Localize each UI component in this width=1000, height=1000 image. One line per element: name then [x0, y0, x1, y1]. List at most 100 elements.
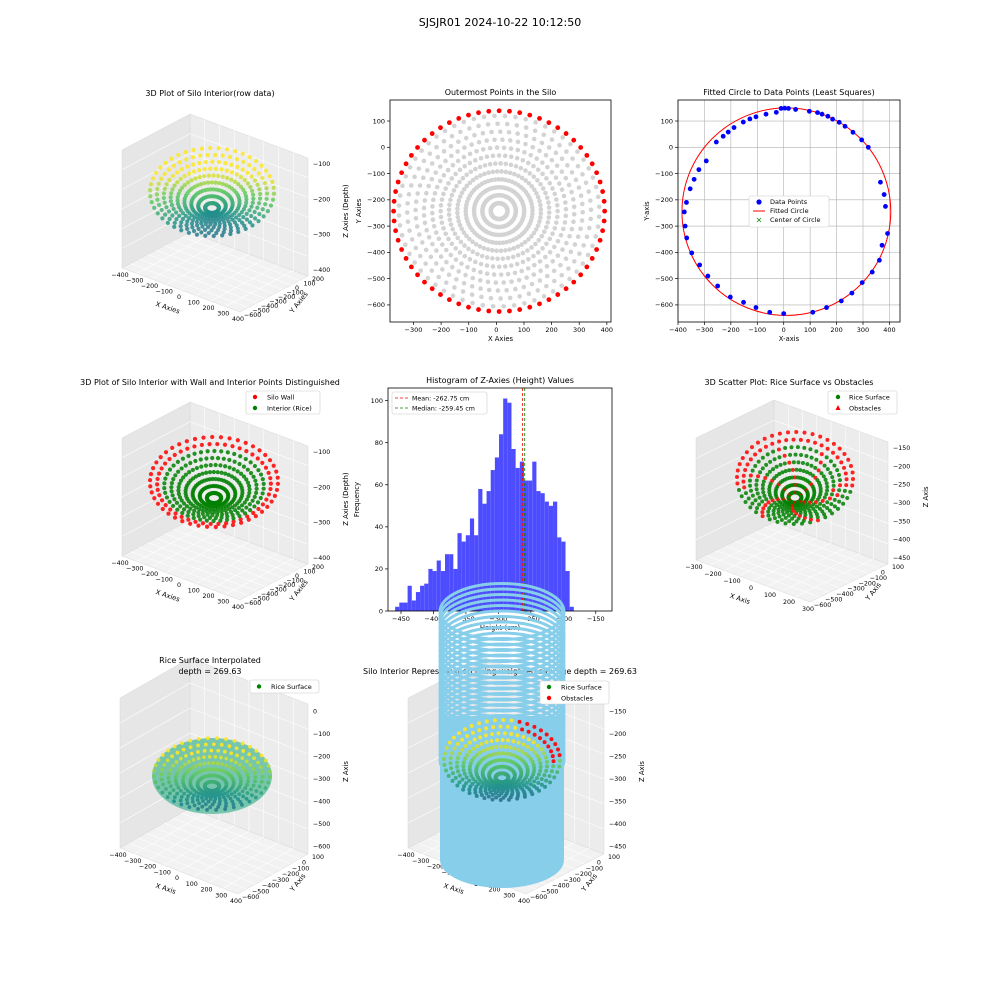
- interior-point: [526, 291, 532, 297]
- x-tick-label: 100: [518, 326, 530, 334]
- data-point: [221, 230, 226, 235]
- data-point: [241, 215, 246, 220]
- z-axis-label: Z Axis: [342, 761, 350, 782]
- data-point: [467, 767, 472, 772]
- data-point: [463, 743, 468, 748]
- data-point: [243, 456, 248, 462]
- data-point: [185, 164, 190, 169]
- interior-point: [560, 226, 566, 232]
- data-point: [457, 773, 462, 778]
- interior-point: [517, 294, 522, 299]
- interior-point: [522, 301, 527, 306]
- data-point: [805, 462, 810, 467]
- interior-point: [423, 261, 428, 266]
- data-point: [534, 776, 539, 781]
- data-point: [167, 216, 172, 222]
- data-point: [779, 517, 784, 522]
- outermost-point: [438, 292, 443, 297]
- interior-point: [456, 139, 461, 145]
- data-point: [197, 168, 202, 173]
- data-point: [538, 765, 543, 770]
- interior-point: [471, 267, 477, 273]
- data-point: [199, 464, 204, 469]
- data-point: [206, 767, 211, 772]
- data-point: [764, 497, 769, 502]
- data-point: [519, 771, 524, 776]
- data-point: [186, 453, 191, 459]
- y-tick-label: −300: [847, 586, 864, 593]
- x-axis-label: X-axis: [779, 335, 800, 343]
- data-point: [247, 163, 252, 168]
- x-tick-label: −400: [425, 615, 443, 623]
- data-point: [209, 180, 214, 185]
- data-point: [216, 805, 221, 809]
- interior-point: [544, 176, 549, 181]
- data-point: [737, 462, 742, 467]
- interior-point: [441, 226, 446, 231]
- data-point: [174, 170, 180, 175]
- data-point: [809, 455, 814, 460]
- data-point: [173, 511, 178, 516]
- interior-point: [515, 244, 521, 249]
- data-point: [160, 790, 165, 795]
- data-point: [247, 490, 252, 495]
- data-point: [791, 437, 796, 442]
- data-point: [229, 162, 234, 167]
- data-point: [825, 113, 831, 119]
- data-point: [210, 455, 215, 461]
- data-point: [225, 175, 230, 181]
- data-point: [544, 760, 549, 765]
- y-tick-label: −400: [367, 249, 385, 257]
- data-point: [825, 437, 830, 442]
- data-point: [243, 440, 248, 446]
- x-tick-label: −300: [126, 278, 143, 285]
- data-point: [210, 159, 215, 164]
- interior-point: [578, 226, 583, 232]
- data-point: [163, 212, 168, 217]
- data-point: [467, 740, 472, 745]
- data-point: [791, 521, 796, 526]
- grid-line: [164, 533, 283, 578]
- data-point: [464, 781, 469, 786]
- data-point: [773, 109, 779, 115]
- interior-point: [461, 186, 467, 192]
- data-point: [472, 755, 477, 760]
- data-point: [185, 180, 191, 185]
- interior-point: [457, 179, 462, 185]
- data-point: [705, 273, 711, 279]
- data-point: [191, 515, 196, 521]
- data-point: [798, 468, 803, 473]
- interior-point: [580, 201, 585, 207]
- interior-point: [581, 157, 586, 163]
- interior-point: [512, 171, 517, 177]
- data-point: [221, 456, 226, 461]
- data-point: [180, 741, 184, 746]
- data-point: [256, 506, 261, 512]
- data-point: [532, 750, 537, 755]
- data-point: [220, 174, 225, 179]
- interior-point: [536, 237, 542, 243]
- data-point: [206, 180, 211, 185]
- interior-point: [508, 162, 514, 168]
- interior-point: [462, 243, 467, 248]
- y-tick-label: 100: [304, 569, 316, 576]
- interior-point: [533, 227, 539, 232]
- data-point: [754, 478, 759, 483]
- interior-point: [507, 170, 513, 176]
- interior-point: [508, 154, 514, 160]
- y-tick-label: −100: [287, 578, 304, 585]
- data-point: [195, 794, 200, 799]
- interior-point: [557, 181, 562, 186]
- data-point: [444, 768, 449, 773]
- interior-point: [533, 241, 538, 247]
- data-point: [193, 519, 198, 524]
- interior-point: [473, 259, 478, 265]
- interior-point: [570, 197, 576, 202]
- interior-point: [532, 187, 537, 193]
- data-point: [226, 794, 230, 798]
- x-tick-label: 200: [783, 599, 795, 606]
- data-point: [178, 449, 183, 454]
- interior-point: [420, 175, 426, 181]
- data-point: [182, 173, 187, 179]
- data-point: [532, 766, 537, 771]
